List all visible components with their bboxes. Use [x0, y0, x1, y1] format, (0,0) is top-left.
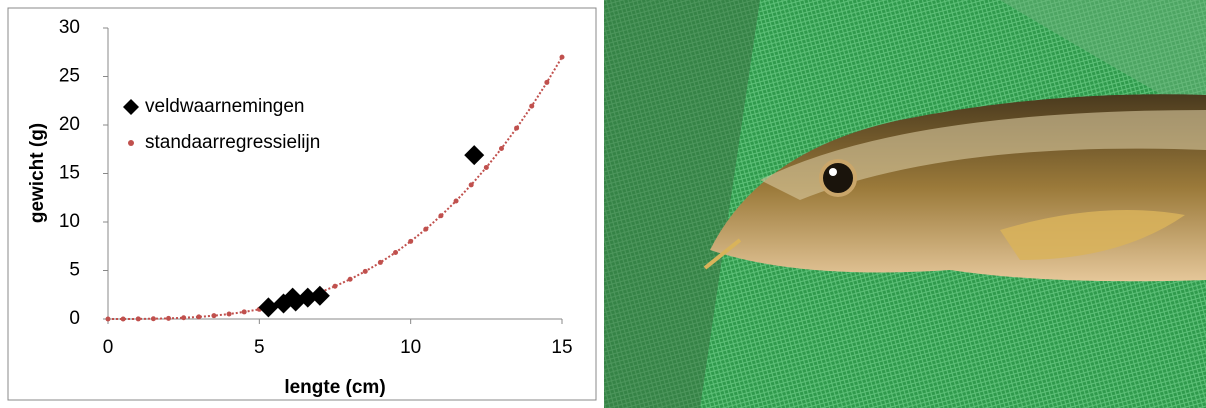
y-tick-label: 10	[59, 211, 80, 232]
legend-label: standaarregressielijn	[145, 132, 320, 153]
dot-marker	[393, 250, 398, 255]
x-tick-label: 10	[400, 337, 421, 358]
y-axis-label: gewicht (g)	[27, 123, 48, 223]
dot-marker	[227, 312, 232, 317]
chart-frame	[8, 8, 596, 400]
x-tick-label: 5	[254, 337, 265, 358]
dot-marker	[348, 277, 353, 282]
dot-marker	[438, 213, 443, 218]
y-tick-label: 15	[59, 163, 80, 184]
dot-marker	[454, 198, 459, 203]
x-tick-label: 15	[551, 337, 572, 358]
y-tick-label: 30	[59, 17, 80, 38]
dot-marker	[560, 55, 565, 60]
dot-marker	[121, 316, 126, 321]
dot-marker	[181, 315, 186, 320]
dot-marker	[423, 227, 428, 232]
dot-marker	[378, 260, 383, 265]
dot-marker	[514, 126, 519, 131]
dot-marker	[363, 269, 368, 274]
photo	[604, 0, 1206, 408]
dot-marker	[136, 316, 141, 321]
chart: lengte (cm) gewicht (g) 0 5 10 15 20 25 30 0 5 10…	[0, 0, 1206, 408]
dot-marker	[544, 80, 549, 85]
dot-marker	[529, 104, 534, 109]
dot-marker	[333, 284, 338, 289]
dot-marker	[499, 146, 504, 151]
legend-label: veldwaarnemingen	[145, 96, 305, 117]
dot-marker	[196, 314, 201, 319]
dot-marker	[469, 182, 474, 187]
dot-marker	[166, 316, 171, 321]
x-tick-label: 0	[103, 337, 114, 358]
y-tick-label: 0	[69, 308, 80, 329]
dot-marker	[484, 165, 489, 170]
x-axis-label: lengte (cm)	[284, 377, 385, 398]
y-tick-label: 25	[59, 66, 80, 87]
y-tick-label: 20	[59, 114, 80, 135]
dot-marker	[408, 239, 413, 244]
dot-marker	[128, 140, 134, 146]
dot-marker	[151, 316, 156, 321]
dot-marker	[211, 313, 216, 318]
dot-marker	[242, 309, 247, 314]
y-tick-label: 5	[69, 260, 80, 281]
page: lengte (cm) gewicht (g) 0 5 10 15 20 25 30 0 5 10…	[0, 0, 1206, 408]
dot-marker	[106, 317, 111, 322]
